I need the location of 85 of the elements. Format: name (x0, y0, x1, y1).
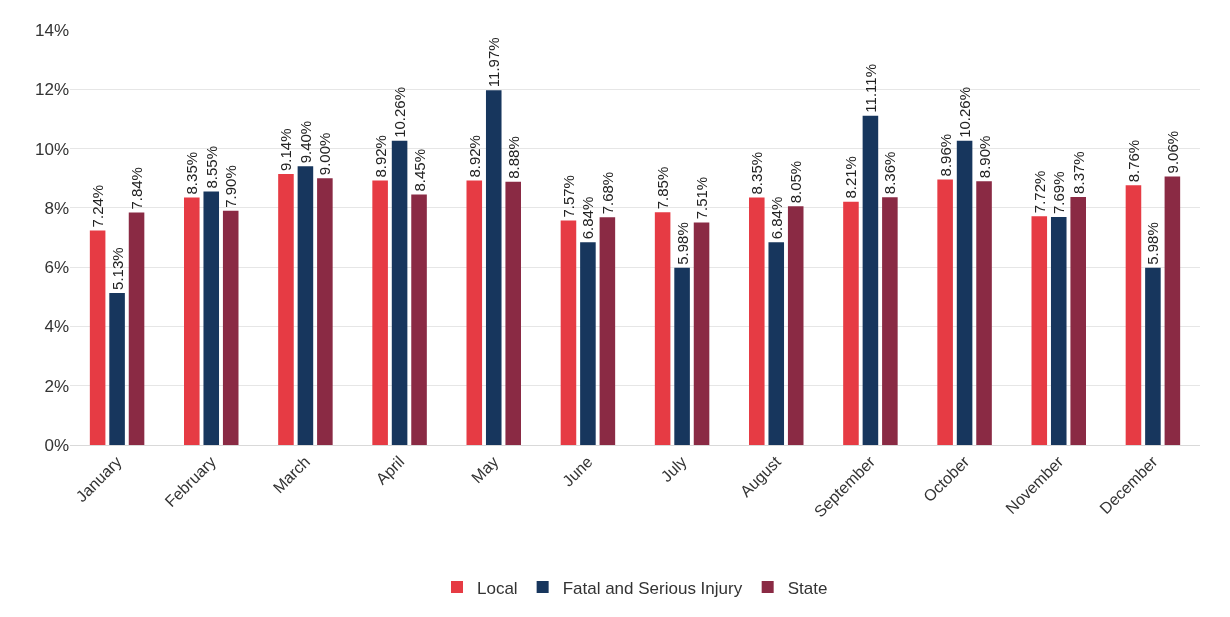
bar (203, 191, 220, 445)
bar (1031, 216, 1048, 445)
data-label: 5.98% (673, 222, 691, 265)
data-label: 10.26% (956, 86, 974, 138)
data-label: 7.57% (559, 175, 577, 218)
legend-label: Fatal and Serious Injury (562, 578, 743, 598)
y-tick-label: 6% (44, 258, 69, 278)
bar (580, 242, 596, 445)
data-label: 8.35% (183, 151, 201, 195)
data-label: 8.76% (1124, 139, 1142, 183)
bar (1070, 196, 1086, 445)
data-label: 7.51% (693, 176, 711, 220)
bar (693, 222, 710, 445)
bar (956, 140, 973, 445)
bar (278, 174, 294, 445)
data-label: 8.92% (465, 135, 483, 178)
bar (560, 220, 577, 445)
data-label: 8.88% (504, 136, 522, 179)
data-label: 7.84% (128, 167, 146, 210)
y-tick-label: 8% (44, 198, 69, 218)
bar (1125, 185, 1142, 445)
bar (976, 181, 992, 445)
data-label: 5.98% (1144, 222, 1162, 265)
bar (674, 267, 690, 445)
bar (749, 197, 765, 445)
data-label: 10.26% (391, 86, 409, 138)
y-tick-label: 14% (34, 20, 69, 40)
data-label: 9.40% (296, 120, 314, 164)
data-label: 7.69% (1050, 171, 1068, 215)
data-label: 6.84% (579, 196, 597, 240)
data-label: 9.14% (277, 128, 295, 172)
bar (128, 212, 145, 445)
bar (1145, 267, 1161, 445)
bar (1050, 217, 1067, 445)
bar (599, 217, 616, 445)
data-label: 8.36% (881, 151, 899, 195)
bar (317, 178, 333, 445)
data-label: 6.84% (767, 196, 785, 240)
bar (882, 197, 898, 445)
y-tick-label: 10% (34, 139, 69, 159)
bar (391, 140, 408, 445)
data-label: 11.97% (485, 37, 503, 88)
bar (1164, 176, 1181, 445)
data-label: 7.24% (89, 184, 107, 228)
data-label: 8.35% (748, 151, 766, 195)
bar (505, 181, 521, 445)
data-label: 9.06% (1163, 130, 1181, 174)
y-tick-label: 12% (34, 80, 69, 100)
bar (372, 180, 388, 445)
data-label: 8.37% (1069, 151, 1087, 194)
bar (184, 197, 200, 445)
data-label: 11.11% (861, 64, 879, 113)
bar (485, 90, 502, 445)
bar (937, 179, 953, 445)
y-tick-label: 2% (44, 376, 69, 396)
bar (466, 180, 483, 445)
bar (654, 212, 671, 445)
data-label: 8.21% (842, 156, 860, 199)
data-label: 8.55% (202, 146, 220, 189)
data-label: 8.45% (410, 148, 428, 192)
data-label: 7.72% (1030, 170, 1048, 214)
data-label: 8.96% (936, 133, 954, 177)
data-label: 7.90% (222, 165, 240, 208)
bar (862, 115, 879, 445)
x-tick-label: July (657, 452, 690, 486)
data-label: 5.13% (108, 247, 126, 290)
data-label: 8.05% (787, 160, 805, 204)
x-tick-label: May (468, 452, 502, 487)
y-tick-label: 0% (44, 435, 69, 455)
data-label: 8.92% (371, 135, 389, 178)
legend-label: Local (477, 578, 518, 598)
bar (768, 242, 785, 445)
bar (89, 230, 106, 445)
bar (843, 201, 859, 445)
legend-label: State (787, 578, 828, 598)
data-label: 7.68% (598, 171, 616, 215)
y-tick-label: 4% (44, 317, 69, 337)
data-label: 7.85% (654, 166, 672, 210)
bar (109, 292, 125, 445)
bar (787, 206, 804, 445)
bar (297, 166, 314, 445)
data-label: 9.00% (316, 132, 334, 176)
bar (222, 210, 239, 445)
data-label: 8.90% (975, 135, 993, 179)
bar (411, 194, 427, 445)
